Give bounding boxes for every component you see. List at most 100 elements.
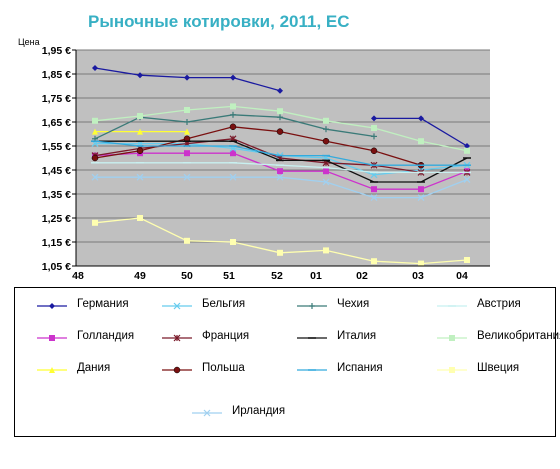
data-point	[418, 186, 424, 193]
y-tick-label: 1,75 €	[42, 93, 71, 105]
legend-label: Дания	[77, 362, 111, 374]
data-point	[322, 178, 330, 186]
data-point	[418, 138, 424, 145]
data-point	[276, 128, 284, 135]
x-tick-label: 48	[72, 270, 84, 282]
legend-label: Бельгия	[202, 298, 246, 310]
data-point	[276, 173, 284, 181]
y-tick-label: 1,65 €	[42, 117, 71, 129]
data-point	[49, 367, 55, 373]
data-point	[49, 303, 55, 309]
y-tick-label: 1,55 €	[42, 141, 71, 153]
y-tick-label: 1,45 €	[42, 165, 71, 177]
data-point	[323, 168, 329, 175]
data-point	[230, 111, 236, 118]
legend-label: Швеция	[477, 362, 520, 374]
data-point	[322, 137, 330, 145]
chart-title: Рыночные котировки, 2011, ЕС	[88, 12, 350, 31]
x-tick-label: 03	[412, 270, 424, 282]
data-point	[370, 194, 378, 202]
data-point	[91, 173, 99, 181]
data-point	[173, 334, 181, 342]
series-Австрия	[91, 162, 471, 174]
data-point	[137, 72, 143, 79]
legend-swatch	[162, 302, 192, 310]
data-point	[173, 366, 181, 374]
data-point	[184, 150, 190, 157]
legend-swatch	[437, 367, 467, 373]
data-point	[92, 65, 98, 71]
data-point	[229, 173, 237, 181]
y-tick-label: 1,15 €	[42, 237, 71, 249]
data-point	[277, 114, 283, 121]
y-tick-label: 1,85 €	[42, 69, 71, 81]
data-point	[371, 186, 377, 193]
x-tick-label: 51	[223, 270, 235, 282]
y-axis-label: Цена	[18, 37, 40, 47]
data-point	[183, 173, 191, 181]
data-point	[371, 133, 377, 140]
series-Германия	[92, 65, 470, 149]
data-point	[184, 128, 190, 135]
series-Великобритания	[92, 103, 470, 154]
legend-label: Ирландия	[232, 405, 286, 417]
legend-swatch	[162, 334, 192, 342]
data-point	[323, 247, 329, 254]
series-Швеция	[92, 215, 470, 267]
data-point	[371, 125, 377, 131]
data-point	[184, 237, 190, 244]
legend-label: Голландия	[77, 330, 135, 342]
data-point	[277, 108, 283, 115]
data-point	[137, 113, 143, 119]
data-point	[418, 260, 424, 267]
data-point	[464, 257, 470, 263]
x-tick-label: 52	[271, 270, 283, 282]
x-tick-label: 49	[134, 270, 146, 282]
y-tick-label: 1,35 €	[42, 189, 71, 201]
legend-label: Франция	[202, 330, 250, 342]
legend-label: Германия	[77, 298, 129, 310]
data-point	[92, 128, 98, 135]
legend-swatch	[297, 337, 327, 339]
data-point	[203, 409, 211, 417]
data-point	[370, 147, 378, 155]
data-point	[230, 239, 236, 245]
data-point	[449, 335, 455, 341]
data-point	[277, 87, 283, 94]
data-point	[309, 303, 315, 309]
data-point	[229, 123, 237, 131]
chart-plot: 1,95 € 1,85 € 1,75 € 1,65 € 1,55 € 1,45 € 1,35…	[18, 37, 490, 282]
data-point	[277, 168, 283, 175]
data-point	[184, 119, 190, 125]
legend-label: Австрия	[477, 298, 521, 310]
legend-label: Чехия	[337, 298, 370, 310]
data-point	[464, 143, 470, 149]
data-point	[463, 176, 471, 184]
data-point	[230, 150, 236, 157]
series-Испания	[91, 140, 471, 166]
legend-swatch	[297, 303, 327, 309]
data-point	[136, 147, 144, 155]
legend-swatch	[437, 335, 467, 341]
x-tick-label: 04	[456, 270, 468, 282]
data-point	[136, 173, 144, 181]
data-point	[137, 215, 143, 221]
data-point	[464, 147, 470, 154]
data-point	[49, 335, 55, 341]
legend-swatch	[297, 369, 327, 371]
data-point	[184, 107, 190, 113]
legend-label: Испания	[337, 362, 383, 374]
data-point	[92, 219, 98, 226]
series-Ирландия	[91, 173, 471, 202]
y-tick-label: 1,95 €	[42, 45, 71, 57]
legend-swatch	[162, 366, 192, 374]
x-tick-label: 02	[356, 270, 368, 282]
legend-label: Италия	[337, 330, 377, 342]
data-point	[277, 249, 283, 256]
y-tick-label: 1,05 €	[42, 261, 71, 273]
legend-swatch	[37, 367, 67, 373]
legend-label: Великобритания	[477, 330, 560, 342]
data-point	[371, 115, 377, 122]
data-point	[137, 128, 143, 135]
legend-swatch	[37, 335, 67, 341]
